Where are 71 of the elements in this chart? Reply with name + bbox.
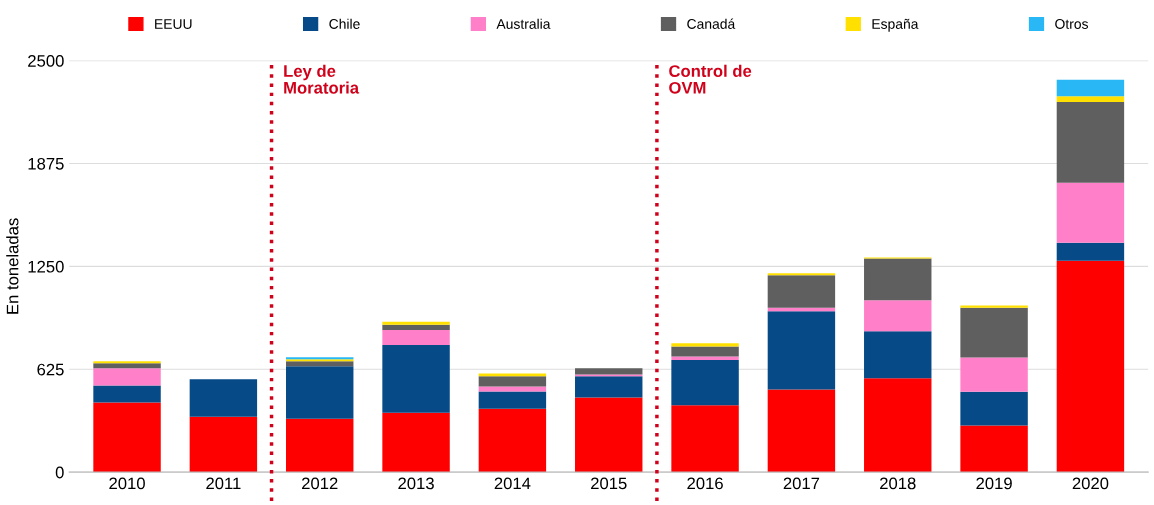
- bar: [767, 311, 836, 390]
- bar: [864, 331, 932, 379]
- y-tick-label: 2500: [28, 55, 64, 67]
- x-tick-label: 2020: [1072, 477, 1109, 490]
- bar: [478, 376, 547, 387]
- bar: [478, 391, 547, 409]
- bar: [671, 346, 739, 357]
- bar: [575, 368, 643, 375]
- bar: [671, 343, 739, 347]
- legend-label: EEUU: [155, 19, 192, 29]
- bar: [1056, 242, 1125, 261]
- bar: [575, 397, 643, 473]
- x-tick-label: 2016: [687, 477, 723, 490]
- bar: [960, 357, 1028, 392]
- bar: [767, 389, 836, 473]
- y-axis-title: En toneladas: [6, 218, 19, 314]
- x-tick-label: 2019: [976, 477, 1012, 490]
- bar: [671, 405, 739, 473]
- legend-label: Australia: [496, 18, 551, 29]
- legend-label: España: [872, 18, 919, 32]
- bar: [671, 359, 739, 406]
- legend-label: Otros: [1055, 19, 1088, 29]
- bar: [286, 418, 354, 473]
- bar: [286, 361, 354, 367]
- annotation: Ley de Moratoria: [284, 64, 360, 94]
- bar: [478, 408, 547, 473]
- bar: [864, 300, 932, 332]
- y-tick-label: 1250: [28, 260, 64, 273]
- bar: [960, 307, 1028, 358]
- bar: [1056, 182, 1125, 243]
- bar: [93, 368, 161, 386]
- bar: [189, 416, 258, 473]
- bar: [1056, 79, 1125, 97]
- bar: [864, 378, 932, 473]
- bar: [382, 321, 450, 325]
- x-tick-label: 2010: [109, 477, 145, 490]
- bar: [960, 425, 1028, 473]
- bar: [478, 386, 547, 392]
- bar: [382, 324, 450, 330]
- bar: [382, 329, 450, 346]
- y-tick-label: 0: [55, 466, 64, 479]
- legend-label: Chile: [329, 18, 360, 29]
- bar: [671, 356, 739, 360]
- bar: [1056, 260, 1125, 473]
- bar: [960, 391, 1028, 426]
- x-tick-label: 2018: [880, 477, 916, 490]
- x-tick-label: 2013: [398, 477, 434, 490]
- y-tick-label: 625: [37, 363, 64, 376]
- bar: [93, 385, 161, 403]
- bar: [286, 366, 354, 419]
- bar: [575, 376, 643, 398]
- x-tick-label: 2014: [494, 477, 531, 490]
- x-tick-label: 2012: [302, 477, 338, 490]
- bar: [189, 379, 258, 417]
- bar: [864, 258, 932, 301]
- annotation: Control de OVM: [669, 64, 752, 94]
- bar: [767, 307, 836, 312]
- bar: [382, 345, 450, 413]
- bar: [478, 373, 547, 377]
- bar: [1056, 102, 1125, 183]
- x-tick-label: 2011: [206, 477, 241, 490]
- bar: [1056, 96, 1125, 103]
- x-tick-label: 2017: [783, 477, 820, 490]
- bar: [767, 275, 836, 308]
- x-tick-label: 2015: [591, 477, 627, 490]
- bar: [93, 402, 161, 473]
- bar: [960, 305, 1028, 308]
- bar: [382, 412, 450, 473]
- bar: [93, 363, 161, 369]
- legend-label: Canadá: [687, 18, 736, 29]
- y-tick-label: 1875: [28, 157, 64, 170]
